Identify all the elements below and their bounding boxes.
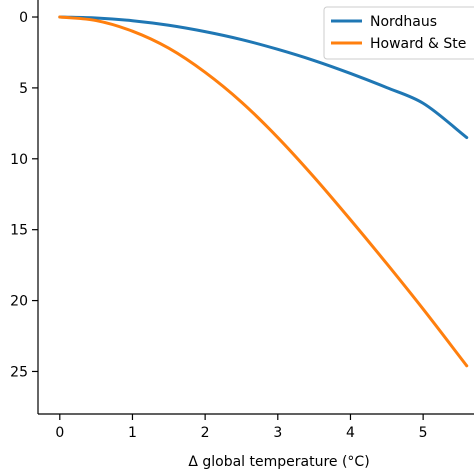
x-tick-label: 5	[419, 425, 428, 441]
x-tick-label: 2	[201, 425, 210, 441]
series-line-1	[58, 15, 469, 368]
x-tick-label: 1	[128, 425, 137, 441]
x-tick-label: 3	[273, 425, 282, 441]
x-tick-label: 0	[55, 425, 64, 441]
y-tick-label: 25	[10, 364, 28, 380]
legend: Nordhaus Howard & Ste	[323, 6, 474, 60]
x-tick-label: 4	[346, 425, 355, 441]
y-tick-label: 15	[10, 223, 28, 239]
series-line-0	[58, 15, 469, 140]
y-tick-label: 20	[10, 294, 28, 310]
y-tick-label: 5	[19, 81, 28, 97]
legend-label-1: Howard & Ste	[370, 36, 466, 52]
x-axis-label: Δ global temperature (°C)	[188, 454, 369, 470]
y-tick-label: 10	[10, 152, 28, 168]
plot-area	[58, 15, 469, 368]
legend-label-0: Nordhaus	[370, 14, 437, 30]
y-tick-label: 0	[19, 10, 28, 26]
x-axis-ticks: 0 1 2 3 4 5	[55, 414, 428, 441]
y-axis-ticks: 0 5 10 15 20 25	[10, 10, 38, 380]
